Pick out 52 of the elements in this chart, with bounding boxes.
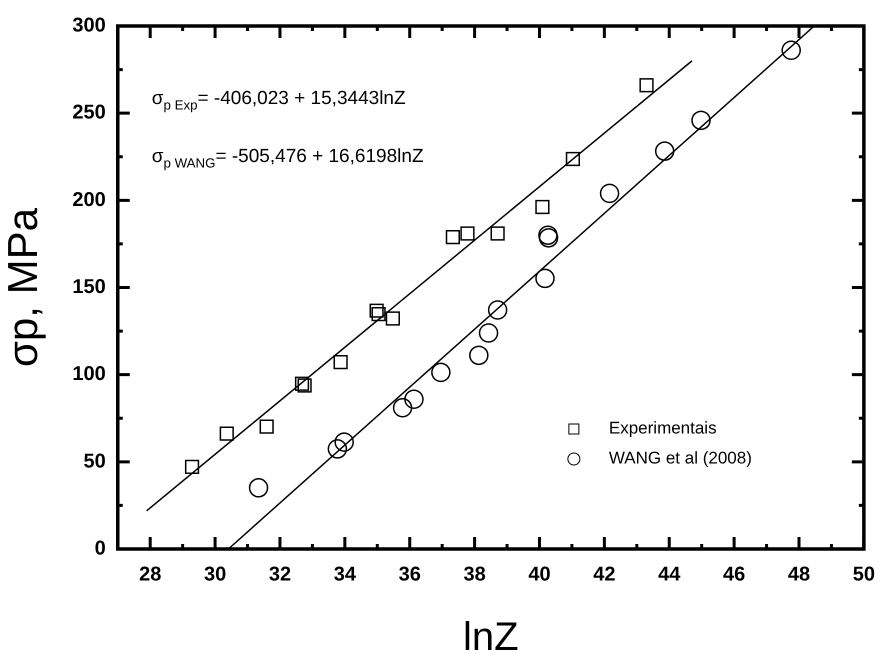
y-axis-title: σp, MPa xyxy=(0,207,46,367)
point xyxy=(566,152,580,166)
x-tick-label: 48 xyxy=(788,564,810,586)
point xyxy=(184,460,200,474)
point xyxy=(446,230,460,244)
point xyxy=(220,426,234,441)
point xyxy=(370,304,384,318)
y-tick-label: 0 xyxy=(94,538,106,560)
point xyxy=(535,200,550,214)
x-tick-label: 28 xyxy=(139,564,162,586)
legend-label: Experimentais xyxy=(608,418,717,438)
point xyxy=(691,110,711,130)
point xyxy=(386,311,400,326)
point xyxy=(260,420,274,434)
point xyxy=(639,78,654,92)
point xyxy=(431,362,451,382)
x-tick-label: 38 xyxy=(463,564,486,586)
point xyxy=(600,184,620,204)
point xyxy=(392,398,412,418)
x-tick-label: 32 xyxy=(268,564,292,586)
point xyxy=(781,40,801,60)
y-tick-label: 300 xyxy=(72,14,106,37)
x-tick-label: 44 xyxy=(658,564,682,586)
point xyxy=(334,432,354,452)
point xyxy=(535,268,555,288)
point xyxy=(328,439,348,459)
point xyxy=(488,300,508,320)
point xyxy=(478,323,498,343)
y-tick-label: 100 xyxy=(72,363,106,386)
point xyxy=(490,226,505,241)
point xyxy=(371,307,386,322)
y-tick-label: 250 xyxy=(72,102,106,124)
x-axis-title: lnZ xyxy=(463,615,519,660)
x-tick-label: 30 xyxy=(204,564,226,586)
x-tick-label: 40 xyxy=(528,564,551,586)
point xyxy=(334,355,348,370)
point xyxy=(654,141,674,161)
point xyxy=(469,346,489,366)
legend-label: WANG et al (2008) xyxy=(608,448,752,468)
x-tick-label: 50 xyxy=(852,564,875,586)
x-tick-label: 34 xyxy=(334,564,357,586)
point xyxy=(298,378,312,393)
point xyxy=(460,226,475,241)
point xyxy=(294,376,310,391)
point xyxy=(248,478,268,498)
x-tick-label: 42 xyxy=(593,564,616,586)
y-tick-label: 150 xyxy=(72,276,106,298)
y-tick-label: 50 xyxy=(84,450,106,472)
point xyxy=(404,390,424,409)
y-tick-label: 200 xyxy=(72,188,106,211)
x-tick-label: 36 xyxy=(398,564,421,586)
x-tick-label: 46 xyxy=(722,564,746,586)
